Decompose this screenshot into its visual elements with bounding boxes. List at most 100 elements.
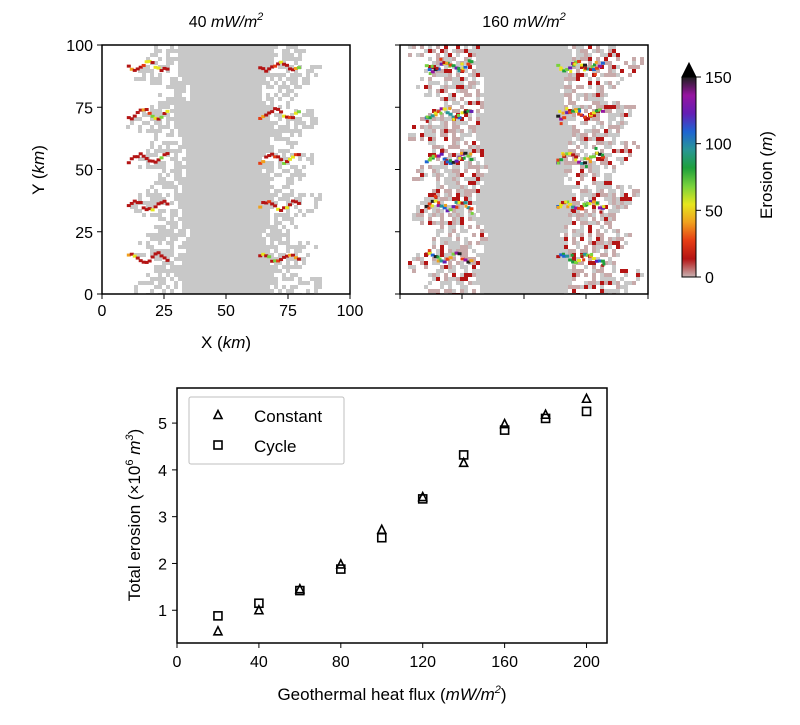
- heatmap-cell: [520, 173, 524, 177]
- heatmap-cell: [198, 165, 202, 169]
- heatmap-cell: [222, 165, 226, 169]
- heatmap-cell: [468, 281, 472, 285]
- heatmap-cell: [476, 97, 480, 101]
- heatmap-cell: [488, 89, 492, 93]
- heatmap-cell: [262, 45, 266, 49]
- heatmap-cell: [512, 249, 516, 253]
- heatmap-cell: [568, 197, 572, 201]
- erosion-channel-cell: [575, 109, 579, 113]
- heatmap-cell: [412, 213, 416, 217]
- heatmap-cell: [222, 89, 226, 93]
- heatmap-cell: [238, 65, 242, 69]
- heatmap-cell: [226, 53, 230, 57]
- heatmap-cell: [516, 73, 520, 77]
- heatmap-cell: [552, 117, 556, 121]
- heatmap-cell: [254, 217, 258, 221]
- heatmap-cell: [528, 73, 532, 77]
- heatmap-cell: [250, 165, 254, 169]
- heatmap-cell: [536, 73, 540, 77]
- heatmap-cell: [608, 281, 612, 285]
- heatmap-cell: [524, 141, 528, 145]
- heatmap-cell: [500, 281, 504, 285]
- heatmap-cell: [214, 77, 218, 81]
- heatmap-cell: [250, 201, 254, 205]
- heatmap-cell: [612, 237, 616, 241]
- heatmap-cell: [262, 261, 266, 265]
- heatmap-cell: [444, 265, 448, 269]
- heatmap-cell: [512, 109, 516, 113]
- heatmap-cell: [190, 113, 194, 117]
- heatmap-cell: [500, 121, 504, 125]
- heatmap-cell: [202, 181, 206, 185]
- heatmap-cell: [210, 157, 214, 161]
- heatmap-cell: [290, 53, 294, 57]
- heatmap-cell: [544, 169, 548, 173]
- heatmap-cell: [488, 289, 492, 293]
- erosion-channel-cell: [580, 63, 585, 67]
- heatmap-cell: [250, 77, 254, 81]
- heatmap-cell: [286, 69, 290, 73]
- erosion-channel-cell: [296, 257, 301, 261]
- heatmap-cell: [552, 73, 556, 77]
- heatmap-cell: [234, 193, 238, 197]
- heatmap-cell: [512, 193, 516, 197]
- heatmap-cell: [488, 81, 492, 85]
- heatmap-cell: [206, 273, 210, 277]
- heatmap-cell: [484, 205, 488, 209]
- heatmap-cell: [270, 281, 274, 285]
- heatmap-cell: [186, 261, 190, 265]
- heatmap-cell: [564, 121, 568, 125]
- heatmap-cell: [198, 57, 202, 61]
- heatmap-cell: [600, 89, 604, 93]
- heatmap-cell: [524, 221, 528, 225]
- heatmap-cell: [572, 125, 576, 129]
- heatmap-cell: [154, 225, 158, 229]
- heatmap-cell: [488, 277, 492, 281]
- heatmap-cell: [556, 61, 560, 65]
- heatmap-cell: [528, 125, 532, 129]
- heatmap-cell: [528, 269, 532, 273]
- erosion-channel-cell: [129, 157, 134, 161]
- erosion-channel-cell: [159, 254, 164, 258]
- erosion-channel-cell: [270, 152, 275, 156]
- heatmap-cell: [608, 69, 612, 73]
- heatmap-cell: [310, 277, 314, 281]
- heatmap-cell: [254, 205, 258, 209]
- heatmap-cell: [210, 173, 214, 177]
- heatmap-cell: [314, 65, 318, 69]
- heatmap-cell: [294, 93, 298, 97]
- heatmap-cell: [150, 253, 154, 257]
- heatmap-cell: [500, 133, 504, 137]
- heatmap-cell: [258, 129, 262, 133]
- heatmap-cell: [146, 121, 150, 125]
- heatmap-cell: [604, 133, 608, 137]
- heatmap-cell: [528, 253, 532, 257]
- heatmap-cell: [258, 45, 262, 49]
- heatmap-cell: [480, 209, 484, 213]
- heatmap-cell: [456, 281, 460, 285]
- heatmap-cell: [540, 45, 544, 49]
- heatmap-cell: [302, 193, 306, 197]
- heatmap-cell: [592, 177, 596, 181]
- heatmap-cell: [616, 197, 620, 201]
- heatmap-cell: [286, 45, 290, 49]
- heatmap-cell: [250, 153, 254, 157]
- heatmap-cell: [206, 185, 210, 189]
- heatmap-cell: [608, 121, 612, 125]
- heatmap-cell: [484, 245, 488, 249]
- heatmap-cell: [202, 261, 206, 265]
- heatmap-cell: [270, 253, 274, 257]
- heatmap-cell: [158, 77, 162, 81]
- heatmap-cell: [282, 57, 286, 61]
- heatmap-cell: [548, 73, 552, 77]
- heatmap-cell: [488, 273, 492, 277]
- heatmap-cell: [206, 165, 210, 169]
- heatmap-cell: [440, 245, 444, 249]
- heatmap-cell: [266, 173, 270, 177]
- heatmap-cell: [548, 109, 552, 113]
- heatmap-cell: [234, 185, 238, 189]
- heatmap-cell: [190, 101, 194, 105]
- heatmap-cell: [214, 85, 218, 89]
- heatmap-cell: [286, 269, 290, 273]
